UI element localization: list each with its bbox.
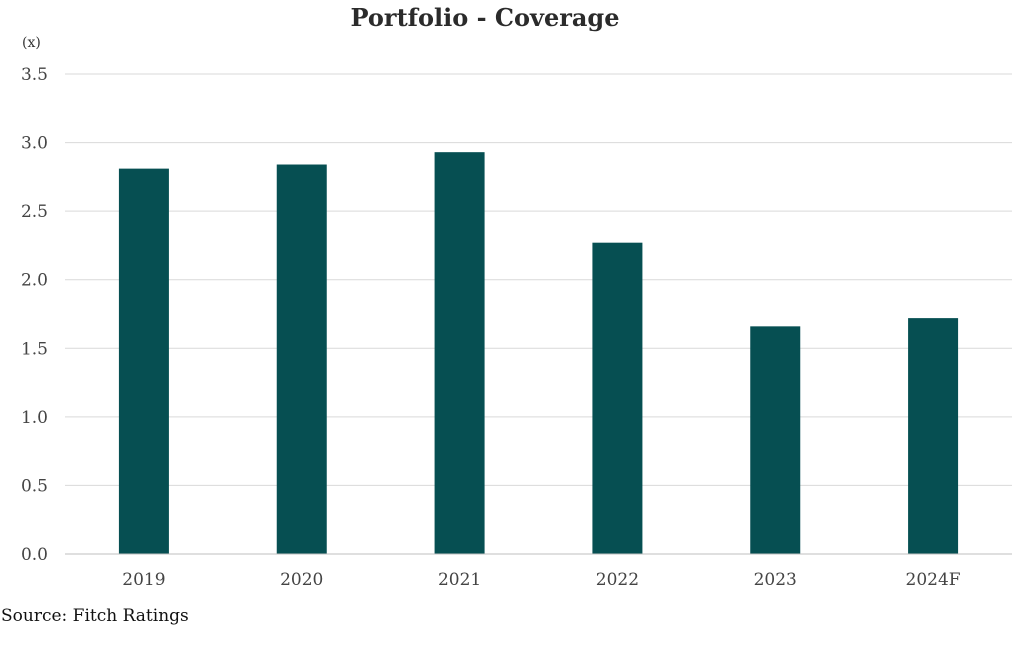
source-note: Source: Fitch Ratings — [1, 606, 189, 626]
x-tick-label: 2023 — [754, 570, 797, 590]
bar-2021 — [434, 152, 485, 554]
chart-title: Portfolio - Coverage — [351, 3, 620, 32]
bar-2020 — [276, 164, 327, 554]
y-tick-label: 3.0 — [21, 134, 48, 154]
y-tick-label: 3.5 — [21, 65, 48, 85]
x-tick-label: 2024F — [906, 570, 961, 590]
y-tick-label: 2.0 — [21, 271, 48, 291]
bar-2022 — [592, 242, 643, 554]
x-tick-label: 2022 — [596, 570, 639, 590]
bar-2019 — [118, 168, 169, 554]
x-tick-label: 2019 — [122, 570, 165, 590]
bars — [118, 152, 959, 554]
x-tick-label: 2021 — [438, 570, 481, 590]
y-tick-label: 1.0 — [21, 408, 48, 428]
y-axis-unit-label: (x) — [22, 35, 41, 51]
x-axis-ticks: 2019 2020 2021 2022 2023 2024F — [122, 570, 961, 590]
y-tick-label: 0.5 — [21, 476, 48, 496]
y-tick-label: 0.0 — [21, 545, 48, 565]
gridlines — [65, 73, 1012, 486]
y-tick-label: 2.5 — [21, 202, 48, 222]
x-tick-label: 2020 — [280, 570, 323, 590]
y-axis-ticks: 0.0 0.5 1.0 1.5 2.0 2.5 3.0 3.5 — [21, 65, 48, 565]
bar-2023 — [750, 326, 801, 554]
y-tick-label: 1.5 — [21, 339, 48, 359]
bar-2024f — [908, 318, 959, 554]
